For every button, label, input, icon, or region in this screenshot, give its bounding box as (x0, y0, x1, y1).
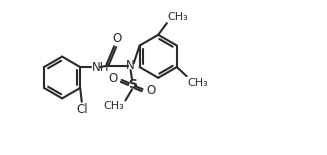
Text: O: O (112, 32, 122, 45)
Text: S: S (128, 78, 137, 91)
Text: O: O (109, 72, 118, 85)
Text: NH: NH (92, 61, 110, 74)
Text: Cl: Cl (76, 103, 88, 116)
Text: N: N (126, 59, 135, 72)
Text: CH₃: CH₃ (187, 78, 208, 88)
Text: CH₃: CH₃ (103, 102, 124, 111)
Text: O: O (146, 84, 156, 97)
Text: CH₃: CH₃ (167, 12, 188, 22)
